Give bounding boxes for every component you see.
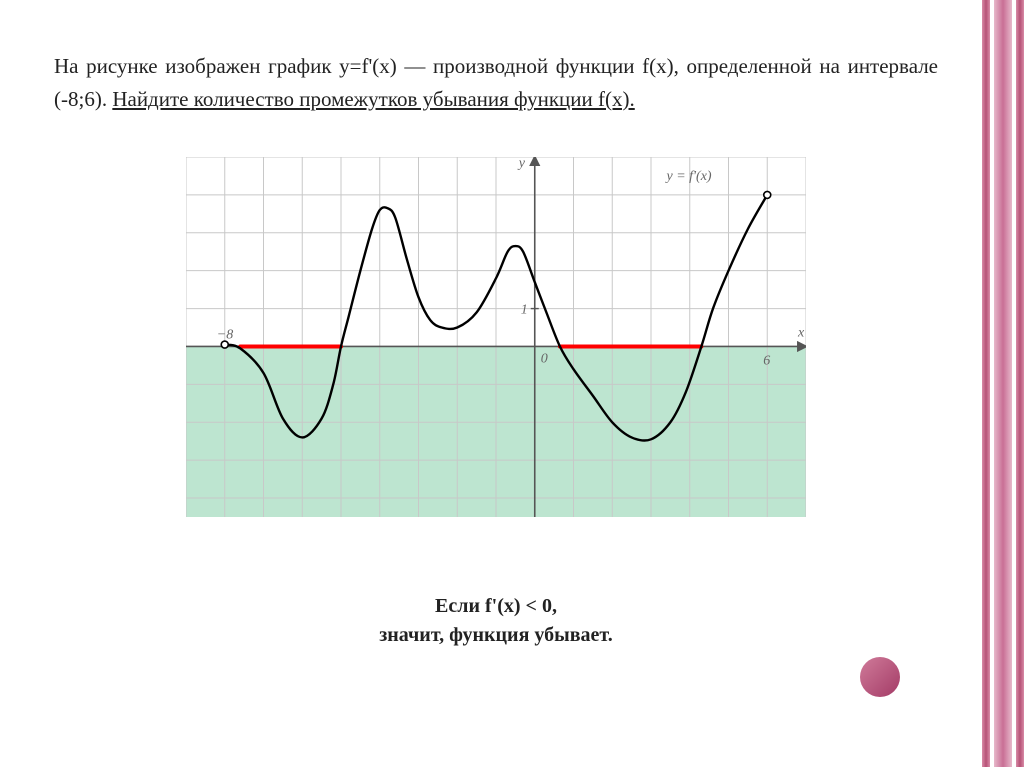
stripe-outer-right [1016, 0, 1024, 767]
hint-text: Если f'(x) < 0, значит, функция убывает. [54, 592, 938, 650]
svg-text:y: y [517, 157, 526, 171]
chart-container: y x 0 1 −8 6 y = f'(x) [54, 157, 938, 517]
svg-text:x: x [797, 326, 805, 341]
page: На рисунке изображен график y=f'(x) — пр… [0, 0, 1024, 767]
hint-line-1: Если f'(x) < 0, [435, 595, 557, 617]
problem-statement: На рисунке изображен график y=f'(x) — пр… [54, 50, 938, 115]
hint-line-2: значит, функция убывает. [379, 624, 613, 646]
slide-content: На рисунке изображен график y=f'(x) — пр… [22, 0, 970, 767]
derivative-chart: y x 0 1 −8 6 y = f'(x) [186, 157, 806, 517]
problem-text-task: Найдите количество промежутков убывания … [112, 87, 634, 111]
svg-text:−8: −8 [217, 328, 233, 343]
svg-text:0: 0 [541, 352, 548, 367]
decorative-bullet-icon [860, 657, 900, 697]
stripe-inner [994, 0, 1012, 767]
svg-text:6: 6 [763, 354, 770, 369]
svg-text:y = f'(x): y = f'(x) [665, 169, 712, 184]
stripe-outer-left [982, 0, 990, 767]
svg-text:1: 1 [521, 303, 528, 318]
side-decoration [978, 0, 1024, 767]
